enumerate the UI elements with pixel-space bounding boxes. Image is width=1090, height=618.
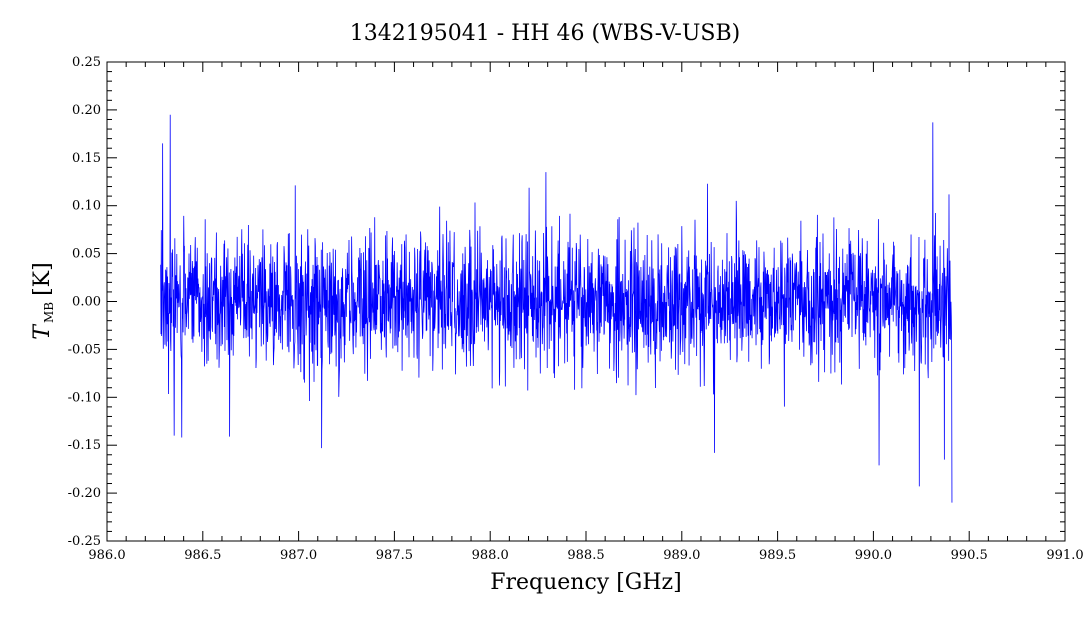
svg-text:TMB[K]: TMB [K] bbox=[30, 262, 56, 339]
x-tick-label: 990.5 bbox=[951, 548, 988, 563]
x-tick-label: 991.0 bbox=[1046, 548, 1083, 563]
x-axis: 986.0 986.5 987.0 987.5 988.0 988.5 989.0 989.5… bbox=[88, 62, 1084, 563]
y-tick-label: -0.25 bbox=[68, 534, 101, 549]
y-tick-label: 0.10 bbox=[72, 199, 101, 214]
x-tick-label: 987.5 bbox=[376, 548, 413, 563]
y-axis-label-unit: [K] bbox=[30, 262, 55, 296]
x-tick-label: 990.0 bbox=[855, 548, 892, 563]
x-tick-label: 988.5 bbox=[567, 548, 604, 563]
y-axis: -0.25 -0.20 -0.15 -0.10 -0.05 0.00 0.05 0.10 0.1… bbox=[68, 55, 1065, 549]
plot-area bbox=[160, 114, 953, 503]
y-axis-label-sub: MB bbox=[42, 302, 56, 323]
x-tick-label: 986.5 bbox=[184, 548, 221, 563]
y-tick-label: 0.20 bbox=[72, 103, 101, 118]
x-tick-label: 989.5 bbox=[759, 548, 796, 563]
y-tick-label: -0.10 bbox=[68, 390, 101, 405]
y-tick-label: -0.05 bbox=[68, 342, 101, 357]
x-tick-label: 986.0 bbox=[88, 548, 125, 563]
y-tick-label: -0.20 bbox=[68, 486, 101, 501]
y-tick-label: 0.25 bbox=[72, 55, 101, 70]
x-tick-label: 987.0 bbox=[280, 548, 317, 563]
y-tick-label: 0.05 bbox=[72, 247, 101, 262]
x-tick-label: 989.0 bbox=[663, 548, 700, 563]
y-tick-label: 0.15 bbox=[72, 151, 101, 166]
y-axis-label: TMB [K] bbox=[30, 262, 56, 339]
chart-title: 1342195041 - HH 46 (WBS-V-USB) bbox=[350, 21, 740, 46]
y-tick-label: 0.00 bbox=[72, 295, 101, 310]
y-tick-label: -0.15 bbox=[68, 438, 101, 453]
y-axis-label-main: T bbox=[30, 323, 55, 340]
spectrum-series-line bbox=[160, 114, 953, 503]
x-tick-label: 988.0 bbox=[472, 548, 509, 563]
x-axis-label: Frequency [GHz] bbox=[490, 570, 682, 595]
